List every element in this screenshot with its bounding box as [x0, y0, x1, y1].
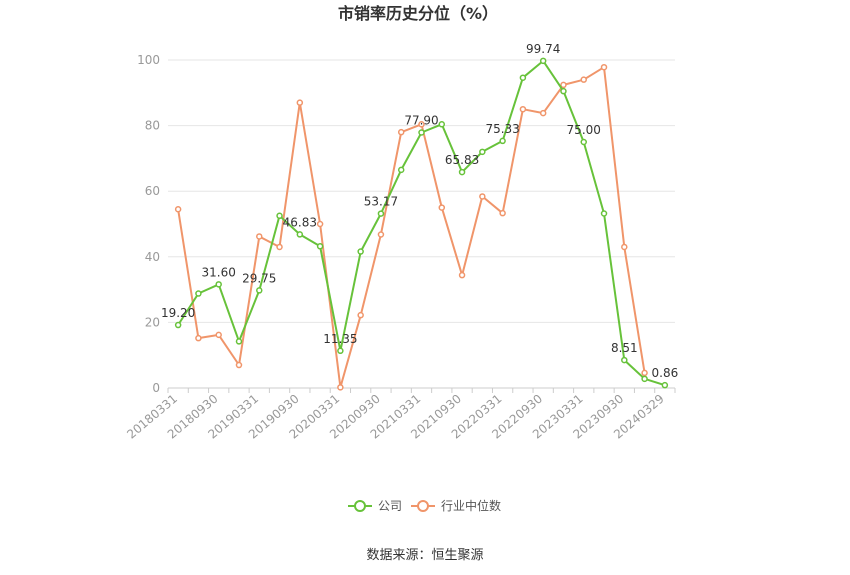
data-label: 75.33	[485, 122, 519, 136]
data-point[interactable]	[357, 248, 364, 255]
data-point[interactable]	[499, 209, 506, 217]
data-point[interactable]	[276, 212, 283, 220]
data-point[interactable]	[621, 243, 628, 251]
data-point[interactable]	[316, 243, 324, 250]
data-label: 75.00	[567, 123, 601, 137]
data-point[interactable]	[215, 331, 222, 339]
series-line-1	[177, 66, 646, 389]
data-point[interactable]	[296, 99, 304, 106]
legend-marker-industry	[417, 500, 429, 512]
data-point[interactable]	[438, 121, 446, 128]
data-labels: 19.20 31.60 29.75 46.83 11.35 53.17 77.90 65.83…	[161, 42, 678, 380]
data-point[interactable]	[215, 281, 222, 288]
data-point[interactable]	[539, 109, 547, 117]
y-tick-label: 60	[145, 184, 160, 198]
y-tick-label: 20	[145, 315, 160, 329]
y-tick-label: 100	[137, 53, 160, 67]
y-axis-ticks: 0 20 40 60 80 100	[137, 53, 160, 395]
legend-marker-company	[354, 500, 366, 512]
legend-item-company[interactable]: 公司	[348, 499, 402, 513]
data-point[interactable]	[600, 210, 608, 217]
data-point[interactable]	[418, 129, 425, 136]
data-label: 0.86	[652, 366, 679, 380]
legend: 公司 行业中位数	[348, 498, 501, 513]
data-point[interactable]	[580, 138, 587, 146]
data-point[interactable]	[397, 166, 405, 174]
data-point[interactable]	[458, 271, 466, 279]
data-point[interactable]	[519, 74, 527, 81]
data-point[interactable]	[174, 205, 182, 213]
data-point[interactable]	[438, 204, 446, 211]
data-point[interactable]	[377, 231, 385, 238]
data-point[interactable]	[641, 369, 648, 377]
data-label: 99.74	[526, 42, 560, 56]
x-axis: 2018033120180930201903312019093020200331…	[124, 388, 676, 442]
data-point[interactable]	[519, 105, 527, 113]
y-tick-label: 80	[145, 119, 160, 133]
data-point[interactable]	[256, 287, 263, 294]
data-point[interactable]	[661, 381, 669, 389]
data-point[interactable]	[539, 57, 547, 65]
data-point[interactable]	[641, 375, 648, 383]
data-point[interactable]	[235, 361, 243, 369]
data-point[interactable]	[296, 231, 304, 238]
data-point[interactable]	[397, 128, 405, 136]
data-label: 65.83	[445, 153, 479, 167]
data-point[interactable]	[479, 148, 486, 156]
data-label: 77.90	[404, 113, 438, 127]
y-tick-label: 0	[152, 381, 160, 395]
y-tick-label: 40	[145, 250, 160, 264]
data-point[interactable]	[580, 76, 587, 83]
data-label: 29.75	[242, 271, 276, 285]
series-lines	[174, 57, 669, 391]
data-point[interactable]	[256, 233, 263, 240]
data-label: 31.60	[202, 265, 236, 279]
data-point[interactable]	[195, 290, 202, 297]
legend-label-company: 公司	[378, 499, 402, 513]
data-point[interactable]	[316, 220, 324, 228]
data-label: 53.17	[364, 195, 398, 209]
data-point[interactable]	[174, 321, 182, 329]
data-point[interactable]	[337, 384, 344, 391]
data-label: 19.20	[161, 306, 195, 320]
source-note: 数据来源：恒生聚源	[366, 548, 483, 563]
data-label: 8.51	[611, 341, 638, 355]
data-label: 46.83	[283, 215, 317, 229]
data-point[interactable]	[560, 81, 567, 89]
data-point[interactable]	[458, 168, 466, 176]
data-point[interactable]	[418, 121, 425, 128]
data-point[interactable]	[621, 356, 628, 364]
data-point[interactable]	[377, 210, 385, 217]
data-point[interactable]	[235, 338, 243, 345]
data-point[interactable]	[337, 347, 344, 355]
data-label: 11.35	[323, 332, 357, 346]
series-line-0	[177, 59, 666, 387]
legend-item-industry[interactable]: 行业中位数	[411, 498, 501, 513]
data-point[interactable]	[479, 193, 486, 200]
data-point[interactable]	[499, 137, 506, 145]
data-point[interactable]	[195, 334, 202, 342]
data-point[interactable]	[600, 63, 608, 71]
chart-title: 市销率历史分位（%）	[338, 4, 498, 23]
legend-label-industry: 行业中位数	[441, 498, 501, 513]
data-point[interactable]	[560, 87, 567, 95]
data-point[interactable]	[276, 243, 283, 251]
data-point[interactable]	[357, 311, 364, 319]
